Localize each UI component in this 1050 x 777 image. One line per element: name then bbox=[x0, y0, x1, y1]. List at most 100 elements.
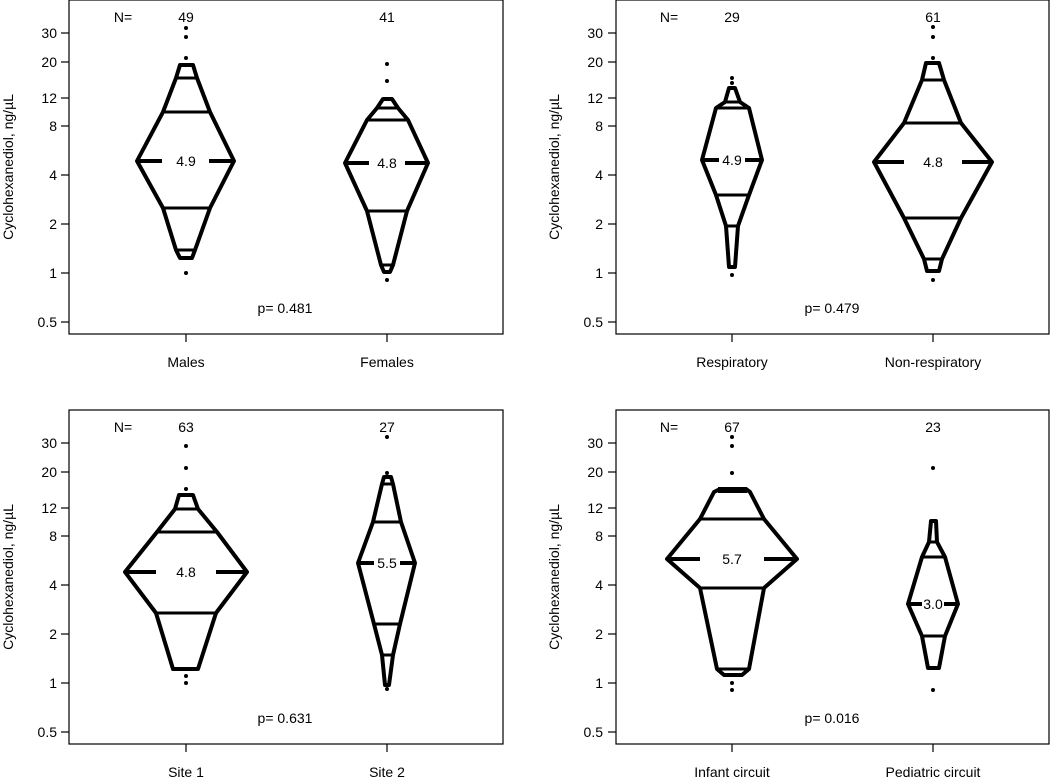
n-value: 67 bbox=[724, 419, 740, 435]
y-tick-label: 8 bbox=[49, 528, 57, 544]
x-label-site-2: Site 2 bbox=[369, 764, 405, 777]
plot-frame bbox=[68, 409, 504, 745]
n-label: N= bbox=[660, 9, 678, 25]
y-tick-label: 4 bbox=[595, 577, 603, 593]
outliers-site-2 bbox=[385, 435, 389, 691]
y-tick-label: 12 bbox=[587, 500, 603, 516]
p-value: p= 0.631 bbox=[258, 710, 313, 726]
y-tick-label: 4 bbox=[49, 167, 57, 183]
y-axis-title: Cyclohexanediol, ng/µL bbox=[0, 504, 16, 650]
outliers-pediatric-circuit bbox=[931, 466, 935, 692]
outliers-infant-circuit bbox=[730, 435, 734, 692]
y-tick-label: 1 bbox=[49, 265, 57, 281]
outliers-males bbox=[184, 26, 188, 275]
y-axis-title: Cyclohexanediol, ng/µL bbox=[0, 94, 16, 240]
y-axis bbox=[61, 32, 69, 323]
y-axis-title: Cyclohexanediol, ng/µL bbox=[546, 504, 562, 650]
y-tick-label: 20 bbox=[587, 464, 603, 480]
y-tick-label: 8 bbox=[595, 528, 603, 544]
y-tick-label: 2 bbox=[49, 626, 57, 642]
y-tick-labels: 30 20 12 8 4 2 1 0.5 bbox=[584, 435, 604, 740]
y-tick-labels: 30 20 12 8 4 2 1 0.5 bbox=[38, 435, 58, 740]
y-tick-label: 2 bbox=[595, 626, 603, 642]
outliers-site-1 bbox=[184, 444, 188, 685]
median-label: 5.7 bbox=[722, 551, 742, 567]
outliers-respiratory bbox=[730, 76, 734, 277]
y-tick-label: 1 bbox=[595, 265, 603, 281]
x-ticks bbox=[185, 744, 388, 752]
x-ticks bbox=[731, 334, 934, 342]
diamond-infant-circuit bbox=[665, 487, 799, 677]
y-tick-label: 8 bbox=[595, 118, 603, 134]
y-tick-label: 30 bbox=[41, 25, 57, 41]
y-tick-label: 30 bbox=[587, 435, 603, 451]
y-tick-label: 0.5 bbox=[38, 724, 58, 740]
diamond-females bbox=[343, 97, 430, 274]
diamond-site-2 bbox=[356, 475, 417, 687]
y-tick-label: 12 bbox=[41, 500, 57, 516]
n-label: N= bbox=[114, 419, 132, 435]
y-tick-labels: 30 20 12 8 4 2 1 0.5 bbox=[38, 25, 58, 330]
x-ticks bbox=[731, 744, 934, 752]
diamond-pediatric-circuit bbox=[906, 519, 960, 670]
x-label-non-respiratory: Non-respiratory bbox=[885, 354, 981, 370]
y-tick-labels: 30 20 12 8 4 2 1 0.5 bbox=[584, 25, 604, 330]
y-tick-label: 20 bbox=[41, 54, 57, 70]
diamond-respiratory bbox=[700, 86, 764, 269]
y-axis bbox=[61, 442, 69, 733]
n-value: 61 bbox=[925, 9, 941, 25]
y-tick-label: 1 bbox=[49, 675, 57, 691]
median-label: 5.5 bbox=[377, 555, 397, 571]
n-value: 27 bbox=[379, 419, 395, 435]
median-label: 4.8 bbox=[377, 155, 397, 171]
x-label-females: Females bbox=[360, 354, 414, 370]
median-label: 4.8 bbox=[923, 154, 943, 170]
p-value: p= 0.481 bbox=[258, 300, 313, 316]
n-label: N= bbox=[114, 9, 132, 25]
diamond-site-1 bbox=[123, 493, 249, 671]
y-tick-label: 2 bbox=[49, 216, 57, 232]
y-axis-title: Cyclohexanediol, ng/µL bbox=[546, 94, 562, 240]
p-value: p= 0.016 bbox=[805, 710, 860, 726]
x-label-site-1: Site 1 bbox=[168, 764, 204, 777]
plot-frame bbox=[615, 0, 1050, 335]
y-tick-label: 4 bbox=[595, 167, 603, 183]
diamond-non-respiratory bbox=[872, 61, 994, 273]
n-value: 41 bbox=[379, 9, 395, 25]
median-label: 4.8 bbox=[176, 564, 196, 580]
panel-diagnosis: 30 20 12 8 4 2 1 0.5 Cyclohexanediol, ng… bbox=[546, 0, 1050, 370]
panel-sex: 30 20 12 8 4 2 1 0.5 Cyclohexanediol, ng… bbox=[0, 0, 504, 370]
plot-frame bbox=[615, 409, 1050, 745]
y-tick-label: 12 bbox=[587, 90, 603, 106]
y-tick-label: 2 bbox=[595, 216, 603, 232]
n-value: 23 bbox=[925, 419, 941, 435]
x-label-infant-circuit: Infant circuit bbox=[694, 764, 770, 777]
outliers-non-respiratory bbox=[931, 25, 935, 282]
panel-site: 30 20 12 8 4 2 1 0.5 Cyclohexanediol, ng… bbox=[0, 409, 504, 777]
n-label: N= bbox=[660, 419, 678, 435]
y-tick-label: 30 bbox=[41, 435, 57, 451]
y-tick-label: 30 bbox=[587, 25, 603, 41]
panel-circuit: 30 20 12 8 4 2 1 0.5 Cyclohexanediol, ng… bbox=[546, 409, 1050, 777]
plot-frame bbox=[68, 0, 504, 335]
y-tick-label: 8 bbox=[49, 118, 57, 134]
n-value: 29 bbox=[724, 9, 740, 25]
y-tick-label: 0.5 bbox=[38, 314, 58, 330]
y-tick-label: 20 bbox=[41, 464, 57, 480]
y-tick-label: 0.5 bbox=[584, 724, 604, 740]
y-tick-label: 0.5 bbox=[584, 314, 604, 330]
x-label-respiratory: Respiratory bbox=[696, 354, 768, 370]
median-label: 4.9 bbox=[722, 152, 742, 168]
median-label: 3.0 bbox=[923, 596, 943, 612]
outliers-females bbox=[385, 62, 389, 282]
x-label-males: Males bbox=[167, 354, 204, 370]
y-axis bbox=[608, 442, 616, 733]
n-value: 63 bbox=[178, 419, 194, 435]
x-label-pediatric-circuit: Pediatric circuit bbox=[886, 764, 981, 777]
y-tick-label: 20 bbox=[587, 54, 603, 70]
diamond-males bbox=[135, 63, 236, 260]
median-label: 4.9 bbox=[176, 153, 196, 169]
y-tick-label: 1 bbox=[595, 675, 603, 691]
x-ticks bbox=[185, 334, 388, 342]
